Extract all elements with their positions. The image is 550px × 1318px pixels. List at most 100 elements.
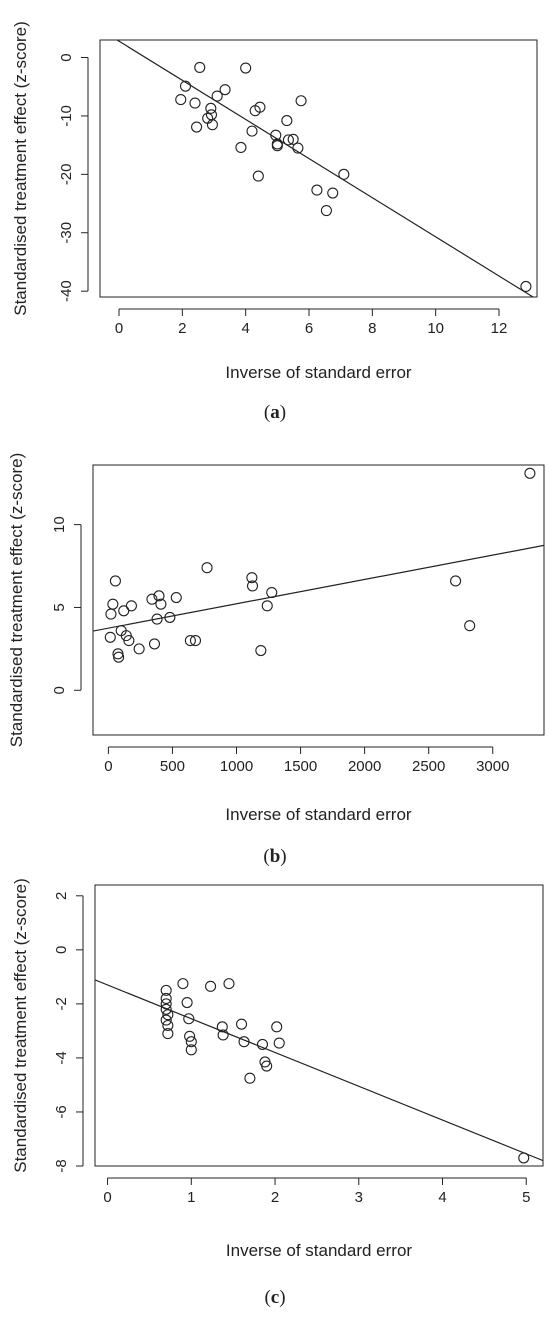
data-point xyxy=(104,631,116,643)
data-point xyxy=(520,280,532,293)
data-point xyxy=(518,1152,530,1164)
panel-label: (c) xyxy=(264,1287,285,1308)
x-tick-label: 12 xyxy=(491,320,508,337)
data-point xyxy=(292,142,304,154)
data-point xyxy=(105,608,117,620)
data-point xyxy=(255,644,267,657)
data-point xyxy=(464,620,476,632)
data-point xyxy=(295,95,307,107)
data-point xyxy=(271,140,283,152)
y-tick-label: -10 xyxy=(58,105,75,127)
data-point xyxy=(189,635,202,647)
data-point xyxy=(107,598,119,610)
x-axis-title: Inverse of standard error xyxy=(225,805,411,824)
x-tick-label: 6 xyxy=(305,320,313,337)
x-tick-label: 10 xyxy=(427,320,444,337)
data-point xyxy=(217,1029,229,1041)
y-tick-label: 10 xyxy=(51,516,68,533)
regression-line xyxy=(93,544,544,632)
data-point xyxy=(184,635,196,647)
data-point xyxy=(183,1013,195,1025)
y-tick-label: -4 xyxy=(53,1051,70,1064)
y-tick-label: -40 xyxy=(58,280,75,302)
data-point xyxy=(246,580,259,592)
data-point xyxy=(162,1028,174,1040)
y-tick-label: 0 xyxy=(51,686,68,694)
y-tick-label: 2 xyxy=(53,892,70,900)
data-point xyxy=(160,984,172,996)
data-point xyxy=(246,125,258,137)
data-point xyxy=(261,600,273,612)
data-point xyxy=(162,1009,174,1021)
chart-panel-a: 0 2 4 6 8 10 12 0 -10 -20 -30 -40 Inverse of standar… xyxy=(11,21,538,423)
x-tick-label: 2500 xyxy=(412,758,445,775)
data-point xyxy=(160,1014,172,1026)
y-tick-label: -2 xyxy=(53,997,70,1010)
data-point xyxy=(281,115,293,127)
data-point xyxy=(160,998,172,1010)
y-tick-label: 0 xyxy=(58,53,75,61)
y-tick-label: 0 xyxy=(53,946,70,954)
x-tick-label: 5 xyxy=(522,1189,530,1206)
data-point xyxy=(184,1030,196,1042)
data-point xyxy=(235,1018,248,1030)
y-tick-label: -6 xyxy=(53,1105,70,1118)
data-point xyxy=(282,134,294,146)
data-point xyxy=(146,593,158,605)
x-axis-title: Inverse of standard error xyxy=(225,363,411,382)
data-point xyxy=(177,978,189,990)
data-point xyxy=(133,643,145,655)
data-point xyxy=(179,80,192,92)
x-tick-label: 3 xyxy=(355,1189,363,1206)
data-point xyxy=(148,638,161,650)
x-tick-label: 1500 xyxy=(284,758,317,775)
data-point xyxy=(320,205,332,217)
data-point xyxy=(109,575,121,587)
data-point xyxy=(153,590,165,602)
y-axis-title: Standardised treatment effect (z-score) xyxy=(11,878,30,1173)
data-point xyxy=(238,1036,250,1048)
data-point xyxy=(216,1021,228,1033)
data-point xyxy=(205,102,217,114)
data-point xyxy=(181,996,193,1009)
data-point xyxy=(170,591,182,604)
data-point xyxy=(201,562,213,574)
data-point xyxy=(155,598,167,610)
data-point xyxy=(273,1037,285,1049)
data-point xyxy=(160,992,172,1005)
data-point xyxy=(327,187,339,199)
data-point xyxy=(206,119,218,131)
y-axis-title: Standardised treatment effect (z-score) xyxy=(11,21,30,316)
x-tick-label: 0 xyxy=(103,1189,111,1206)
data-point xyxy=(270,129,282,141)
x-tick-label: 4 xyxy=(438,1189,446,1206)
data-point xyxy=(240,62,252,74)
data-point xyxy=(311,184,323,196)
data-point xyxy=(205,980,217,992)
x-tick-label: 1000 xyxy=(220,758,253,775)
data-point xyxy=(175,94,187,106)
data-point xyxy=(125,600,137,612)
data-point xyxy=(185,1036,197,1048)
data-point xyxy=(287,133,299,145)
data-point xyxy=(244,1072,256,1084)
y-tick-label: -20 xyxy=(58,163,75,185)
data-point xyxy=(162,1019,174,1032)
y-tick-label: 5 xyxy=(51,603,68,611)
data-point xyxy=(261,1060,273,1072)
x-axis-title: Inverse of standard error xyxy=(226,1241,412,1260)
data-point xyxy=(256,1038,269,1050)
x-tick-label: 500 xyxy=(160,758,185,775)
plot-frame xyxy=(92,464,545,736)
data-point xyxy=(211,90,223,102)
data-point xyxy=(118,605,130,617)
data-point xyxy=(194,61,206,74)
data-point xyxy=(160,1003,172,1015)
plot-frame xyxy=(99,39,538,298)
x-tick-label: 0 xyxy=(104,758,112,775)
data-point xyxy=(524,467,536,479)
data-point xyxy=(189,97,201,109)
x-tick-label: 2 xyxy=(178,320,186,337)
data-point xyxy=(246,572,258,584)
x-tick-label: 2 xyxy=(271,1189,279,1206)
